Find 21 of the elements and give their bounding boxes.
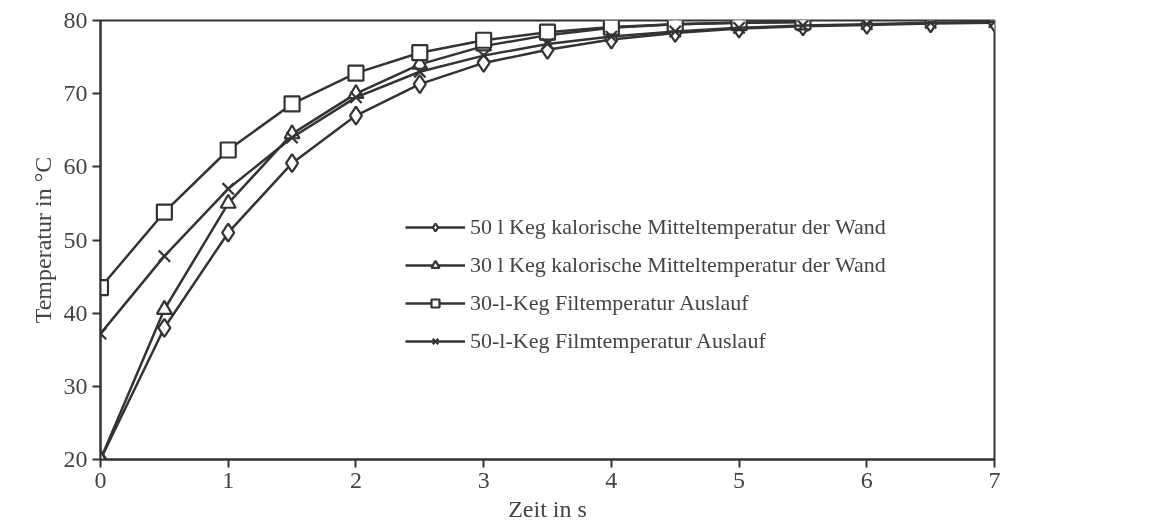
- y-tick-label: 70: [63, 80, 88, 107]
- x-tick-label: 4: [605, 466, 618, 493]
- x-tick-label: 6: [860, 466, 873, 493]
- x-tick-label: 0: [94, 466, 107, 493]
- x-axis-title: Zeit in s: [508, 495, 587, 522]
- y-tick-label: 80: [63, 7, 88, 33]
- legend-label: 30 l Keg kalorische Mitteltemperatur der Wand: [470, 252, 886, 278]
- y-tick-label: 30: [63, 372, 88, 399]
- x-tick-label: 1: [222, 466, 235, 493]
- legend-label: 50 l Keg kalorische Mitteltemperatur der Wand: [470, 214, 886, 240]
- legend-label: 50-l-Keg Filmtemperatur Auslauf: [470, 328, 766, 354]
- legend-label: 30-l-Keg Filtemperatur Auslauf: [470, 290, 749, 316]
- x-tick-label: 7: [988, 466, 1001, 493]
- y-tick-label: 20: [63, 446, 88, 472]
- x-tick-label: 3: [477, 466, 490, 493]
- y-tick-label: 40: [63, 299, 88, 326]
- y-axis-title: Temperatur in °C: [29, 156, 56, 324]
- y-tick-label: 50: [63, 226, 88, 253]
- x-tick-label: 5: [733, 466, 746, 493]
- y-tick-label: 60: [63, 153, 88, 180]
- x-tick-label: 2: [349, 466, 362, 493]
